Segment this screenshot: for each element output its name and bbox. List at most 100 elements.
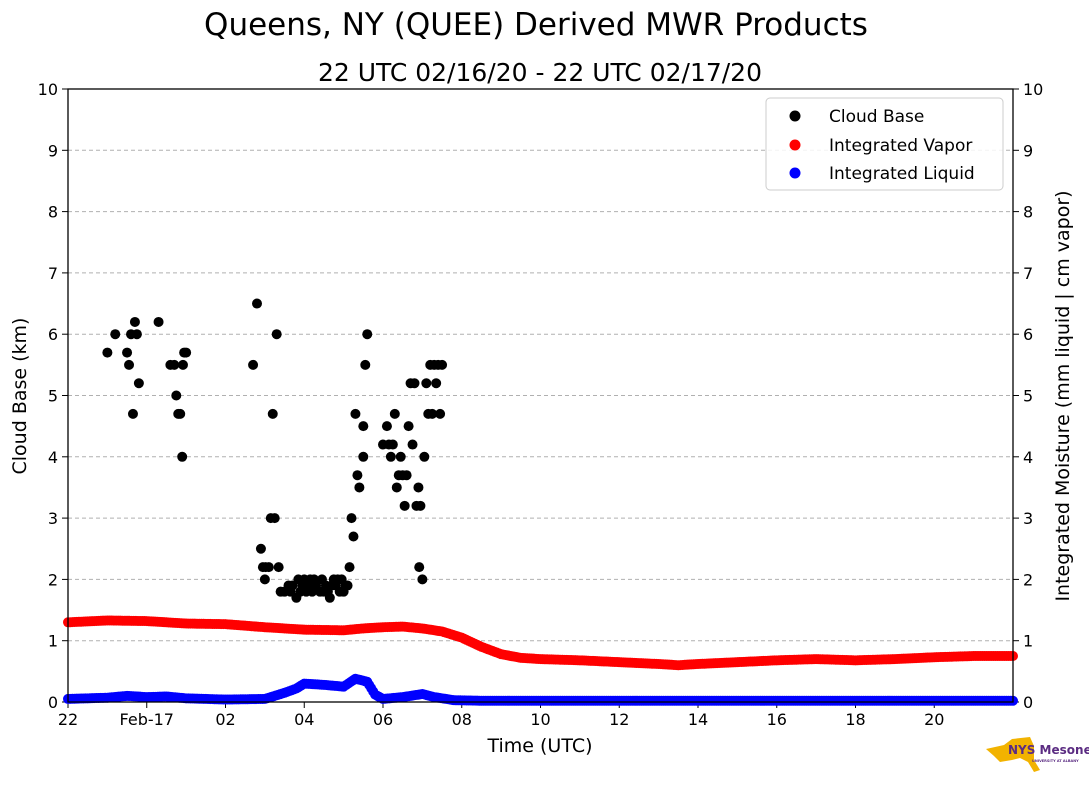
grid-lines <box>68 149 1013 642</box>
cloud-base-point <box>177 451 188 462</box>
cloud-base-point <box>362 329 373 340</box>
y-tick-label-left: 10 <box>38 80 58 99</box>
cloud-base-point <box>389 408 400 419</box>
cloud-base-point <box>358 421 369 432</box>
y-tick-label-left: 6 <box>48 325 58 344</box>
cloud-base-point <box>122 347 133 358</box>
cloud-base-point <box>248 359 259 370</box>
y-tick-label-left: 5 <box>48 387 58 406</box>
x-tick-label: 22 <box>58 710 78 729</box>
cloud-base-point <box>324 592 335 603</box>
y-tick-label-left: 2 <box>48 570 58 589</box>
legend-label-integrated-liquid: Integrated Liquid <box>829 164 975 184</box>
cloud-base-point <box>133 378 144 389</box>
x-axis-label: Time (UTC) <box>486 735 592 757</box>
logo-brand: NYS Mesonet <box>1008 743 1089 757</box>
cloud-base-point <box>255 543 266 554</box>
cloud-base-point <box>395 451 406 462</box>
cloud-base-point <box>409 378 420 389</box>
legend-box <box>765 97 1004 191</box>
x-tick-label: 10 <box>530 710 550 729</box>
ny-state-shape-icon <box>986 737 1040 772</box>
cloud-base-point <box>273 562 284 573</box>
nys-mesonet-logo: NYS Mesonet UNIVERSITY AT ALBANY <box>986 737 1089 772</box>
y-tick-label-left: 7 <box>48 264 58 283</box>
cloud-base-point <box>385 451 396 462</box>
cloud-base-point <box>102 347 113 358</box>
x-tick-label: 12 <box>609 710 629 729</box>
cloud-base-point <box>387 439 398 450</box>
cloud-base-point <box>171 390 182 401</box>
x-tick-label: 04 <box>294 710 314 729</box>
legend-marker-integrated-liquid <box>789 167 801 179</box>
y-tick-label-left: 3 <box>48 509 58 528</box>
cloud-base-point <box>263 562 274 573</box>
cloud-base-point <box>271 329 282 340</box>
y-tick-label-left: 0 <box>48 693 58 712</box>
cloud-base-point <box>415 500 426 511</box>
cloud-base-point <box>437 359 448 370</box>
data-points <box>63 298 1018 706</box>
cloud-base-point <box>419 451 430 462</box>
cloud-base-point <box>110 329 121 340</box>
x-tick-label: 02 <box>215 710 235 729</box>
x-tick-label: Feb-17 <box>120 710 174 729</box>
cloud-base-point <box>431 378 442 389</box>
cloud-base-point <box>381 421 392 432</box>
cloud-base-point <box>124 359 135 370</box>
cloud-base-point <box>344 562 355 573</box>
cloud-base-point <box>350 408 361 419</box>
cloud-base-point <box>391 482 402 493</box>
y-tick-label-right: 10 <box>1023 80 1043 99</box>
y-tick-label-left: 4 <box>48 448 58 467</box>
cloud-base-point <box>407 439 418 450</box>
cloud-base-point <box>413 482 424 493</box>
cloud-base-point <box>414 562 425 573</box>
cloud-base-point <box>175 408 186 419</box>
cloud-base-point <box>177 359 188 370</box>
y-axis-label-left: Cloud Base (km) <box>9 318 31 475</box>
legend: Cloud Base Integrated Vapor Integrated L… <box>765 97 1004 191</box>
y-tick-label-right: 0 <box>1023 693 1033 712</box>
legend-label-integrated-vapor: Integrated Vapor <box>829 136 972 156</box>
x-tick-label: 14 <box>688 710 708 729</box>
y-tick-label-right: 7 <box>1023 264 1033 283</box>
cloud-base-point <box>348 531 359 542</box>
y-tick-label-right: 4 <box>1023 448 1033 467</box>
cloud-base-point <box>181 347 192 358</box>
cloud-base-point <box>403 421 414 432</box>
y-tick-label-left: 8 <box>48 203 58 222</box>
y-tick-label-right: 2 <box>1023 570 1033 589</box>
cloud-base-point <box>269 513 280 524</box>
legend-label-cloud-base: Cloud Base <box>829 107 924 127</box>
x-tick-label: 20 <box>924 710 944 729</box>
cloud-base-point <box>401 470 412 481</box>
plot-frame <box>67 88 1014 703</box>
y-tick-label-right: 1 <box>1023 632 1033 651</box>
x-tick-label: 06 <box>373 710 393 729</box>
cloud-base-point <box>342 580 353 591</box>
x-tick-label: 16 <box>767 710 787 729</box>
logo-tagline: UNIVERSITY AT ALBANY <box>1032 759 1079 763</box>
y-tick-label-right: 5 <box>1023 387 1033 406</box>
cloud-base-point <box>399 500 410 511</box>
x-tick-label: 08 <box>452 710 472 729</box>
cloud-base-point <box>153 316 164 327</box>
legend-marker-cloud-base <box>789 110 801 122</box>
cloud-base-point <box>435 408 446 419</box>
y-tick-label-left: 1 <box>48 632 58 651</box>
cloud-base-point <box>169 359 180 370</box>
cloud-base-point <box>267 408 278 419</box>
cloud-base-point <box>127 408 138 419</box>
chart-subtitle: 22 UTC 02/16/20 - 22 UTC 02/17/20 <box>318 58 762 87</box>
y-tick-label-right: 9 <box>1023 141 1033 160</box>
cloud-base-point <box>358 451 369 462</box>
chart-title: Queens, NY (QUEE) Derived MWR Products <box>204 7 868 43</box>
cloud-base-point <box>352 470 363 481</box>
cloud-base-point <box>421 378 432 389</box>
cloud-base-point <box>252 298 262 309</box>
cloud-base-point <box>360 359 371 370</box>
cloud-base-point <box>129 316 140 327</box>
y-tick-label-right: 6 <box>1023 325 1033 344</box>
